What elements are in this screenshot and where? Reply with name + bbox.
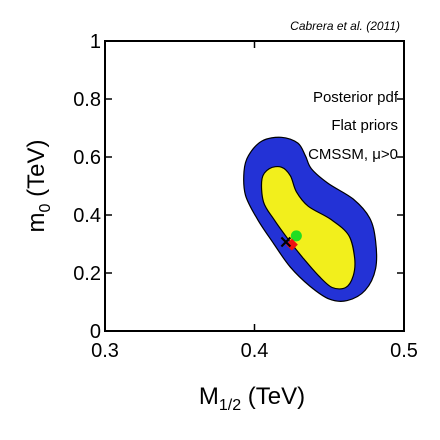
- axes: 0.3 0.4 0.5 0 0.2 0.4 0.6 0.8 1: [73, 31, 418, 362]
- y-tick-label: 0.2: [73, 263, 101, 285]
- marker-mean: [290, 230, 302, 242]
- plot-area: [243, 136, 378, 302]
- y-tick-label: 0.4: [73, 205, 101, 227]
- y-tick-label: 0: [90, 321, 101, 343]
- annotation-posterior: Posterior pdf: [313, 89, 399, 106]
- y-tick-label: 1: [90, 31, 101, 53]
- annotation-priors: Flat priors: [331, 117, 398, 134]
- x-axis-title: M1/2 (TeV): [199, 383, 305, 414]
- marker-best-fit: [285, 238, 298, 251]
- y-tick-label: 0.6: [73, 147, 101, 169]
- y-axis-title: m0 (TeV): [23, 140, 54, 233]
- x-tick-label: 0.5: [390, 340, 418, 362]
- y-tick-label: 0.8: [73, 89, 101, 111]
- credit-text: Cabrera et al. (2011): [290, 19, 400, 33]
- annotation-model: CMSSM, μ>0: [308, 146, 398, 163]
- region-inner: [260, 165, 356, 290]
- marker-reference: [280, 236, 292, 248]
- x-tick-label: 0.3: [91, 340, 119, 362]
- x-tick-label: 0.4: [241, 340, 269, 362]
